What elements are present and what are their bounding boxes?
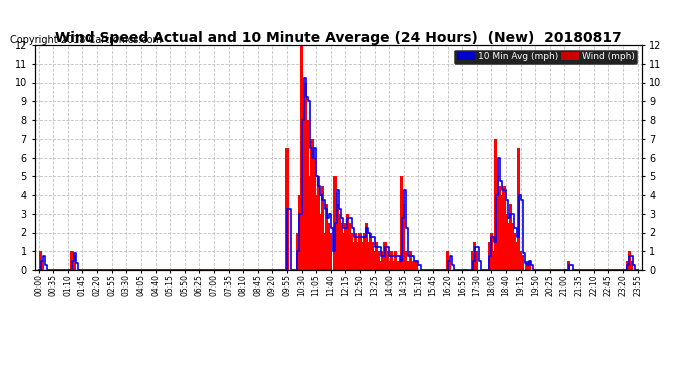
Bar: [628, 251, 631, 270]
Bar: [323, 232, 326, 270]
Bar: [70, 251, 74, 270]
Bar: [390, 251, 393, 270]
Bar: [525, 261, 529, 270]
Bar: [367, 242, 370, 270]
Bar: [498, 186, 502, 270]
Bar: [384, 242, 386, 270]
Bar: [448, 261, 451, 270]
Bar: [333, 176, 337, 270]
Bar: [630, 261, 633, 270]
Bar: [502, 186, 506, 270]
Bar: [567, 261, 570, 270]
Bar: [373, 251, 376, 270]
Bar: [325, 204, 328, 270]
Bar: [492, 251, 495, 270]
Bar: [308, 176, 311, 270]
Bar: [346, 214, 349, 270]
Bar: [413, 261, 416, 270]
Bar: [302, 111, 305, 270]
Bar: [473, 242, 476, 270]
Bar: [350, 232, 353, 270]
Bar: [298, 195, 301, 270]
Bar: [396, 261, 399, 270]
Bar: [513, 232, 516, 270]
Bar: [39, 251, 42, 270]
Bar: [509, 204, 512, 270]
Bar: [488, 242, 491, 270]
Bar: [365, 223, 368, 270]
Bar: [72, 255, 76, 270]
Bar: [41, 261, 44, 270]
Bar: [408, 251, 412, 270]
Bar: [511, 223, 514, 270]
Bar: [319, 214, 322, 270]
Bar: [300, 45, 303, 270]
Bar: [515, 242, 518, 270]
Bar: [402, 204, 406, 270]
Bar: [348, 223, 351, 270]
Bar: [339, 223, 343, 270]
Bar: [377, 251, 380, 270]
Bar: [358, 232, 362, 270]
Bar: [386, 251, 388, 270]
Bar: [369, 232, 372, 270]
Title: Wind Speed Actual and 10 Minute Average (24 Hours)  (New)  20180817: Wind Speed Actual and 10 Minute Average …: [55, 31, 622, 45]
Bar: [392, 261, 395, 270]
Bar: [380, 261, 382, 270]
Bar: [313, 158, 315, 270]
Bar: [404, 251, 408, 270]
Bar: [329, 232, 333, 270]
Bar: [626, 261, 629, 270]
Text: Copyright 2018 Cartronics.com: Copyright 2018 Cartronics.com: [10, 35, 162, 45]
Bar: [371, 242, 374, 270]
Bar: [406, 261, 410, 270]
Bar: [382, 251, 384, 270]
Bar: [411, 261, 414, 270]
Bar: [398, 261, 401, 270]
Bar: [321, 186, 324, 270]
Bar: [394, 251, 397, 270]
Bar: [517, 148, 520, 270]
Bar: [400, 176, 404, 270]
Bar: [310, 139, 313, 270]
Bar: [475, 251, 478, 270]
Bar: [335, 204, 339, 270]
Bar: [317, 176, 320, 270]
Bar: [521, 255, 524, 270]
Bar: [342, 232, 345, 270]
Bar: [315, 195, 318, 270]
Bar: [356, 242, 359, 270]
Bar: [304, 82, 307, 270]
Bar: [494, 139, 497, 270]
Bar: [519, 251, 522, 270]
Bar: [500, 195, 504, 270]
Bar: [286, 148, 288, 270]
Legend: 10 Min Avg (mph), Wind (mph): 10 Min Avg (mph), Wind (mph): [455, 50, 637, 64]
Bar: [415, 261, 418, 270]
Bar: [496, 176, 500, 270]
Bar: [352, 242, 355, 270]
Bar: [527, 261, 531, 270]
Bar: [296, 232, 299, 270]
Bar: [471, 251, 474, 270]
Bar: [354, 232, 357, 270]
Bar: [504, 214, 508, 270]
Bar: [306, 120, 309, 270]
Bar: [337, 214, 341, 270]
Bar: [506, 223, 510, 270]
Bar: [490, 232, 493, 270]
Bar: [446, 251, 449, 270]
Bar: [363, 232, 366, 270]
Bar: [388, 261, 391, 270]
Bar: [375, 242, 378, 270]
Bar: [327, 223, 331, 270]
Bar: [361, 242, 364, 270]
Bar: [344, 223, 347, 270]
